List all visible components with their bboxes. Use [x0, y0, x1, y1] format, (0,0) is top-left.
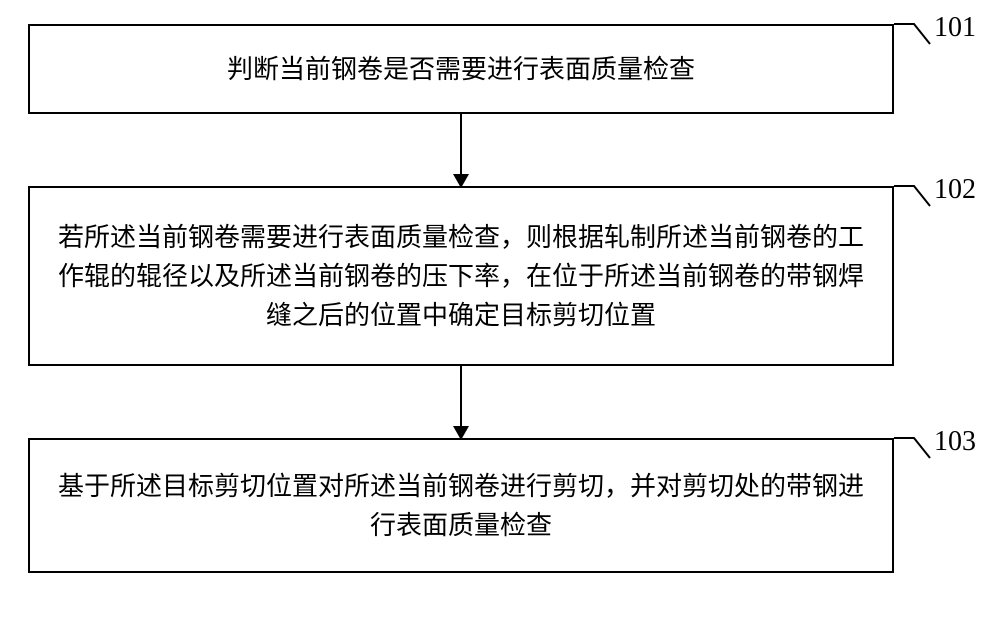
step-text-3: 基于所述目标剪切位置对所述当前钢卷进行剪切，并对剪切处的带钢进行表面质量检查 [50, 467, 872, 545]
step-label-2: 102 [934, 174, 976, 206]
step-label-1: 101 [934, 12, 976, 44]
step-box-3: 基于所述目标剪切位置对所述当前钢卷进行剪切，并对剪切处的带钢进行表面质量检查 [28, 438, 894, 573]
step-text-1: 判断当前钢卷是否需要进行表面质量检查 [227, 50, 695, 89]
flowchart-container: 判断当前钢卷是否需要进行表面质量检查 101 若所述当前钢卷需要进行表面质量检查… [0, 0, 1000, 628]
label-connector-1 [894, 22, 934, 46]
label-connector-2 [894, 184, 934, 208]
step-box-2: 若所述当前钢卷需要进行表面质量检查，则根据轧制所述当前钢卷的工作辊的辊径以及所述… [28, 186, 894, 366]
step-text-2: 若所述当前钢卷需要进行表面质量检查，则根据轧制所述当前钢卷的工作辊的辊径以及所述… [50, 218, 872, 335]
step-box-1: 判断当前钢卷是否需要进行表面质量检查 [28, 24, 894, 114]
step-label-3: 103 [934, 426, 976, 458]
label-connector-3 [894, 436, 934, 460]
